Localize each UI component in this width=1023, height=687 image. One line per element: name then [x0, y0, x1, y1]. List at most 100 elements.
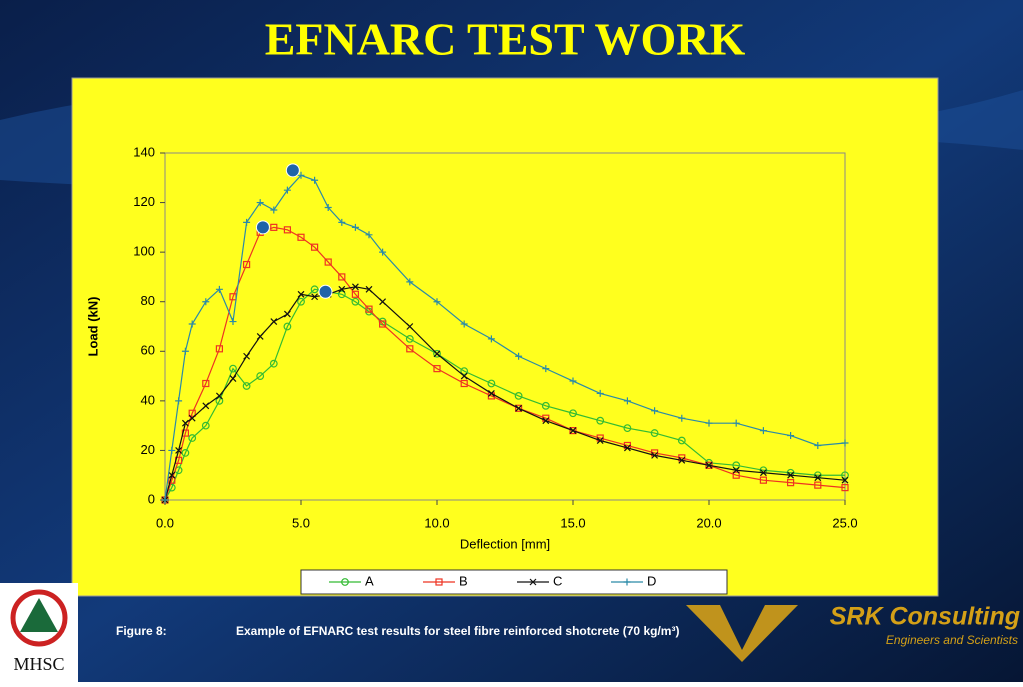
point	[338, 218, 346, 226]
x-axis-label: Deflection [mm]	[460, 536, 550, 551]
point	[732, 419, 740, 427]
y-axis-label: Load (kN)	[85, 297, 100, 357]
point	[406, 323, 414, 330]
point	[188, 320, 196, 328]
peak-marker	[285, 163, 300, 178]
point	[311, 176, 319, 184]
point	[229, 318, 237, 326]
point	[337, 290, 346, 299]
point	[435, 578, 443, 586]
point	[405, 334, 414, 343]
y-tick-label: 80	[141, 293, 155, 308]
peak-marker	[318, 284, 333, 299]
point	[297, 297, 305, 306]
point	[569, 427, 577, 435]
slide-title: EFNARC TEST WORK	[265, 14, 746, 65]
point	[487, 389, 495, 397]
point	[283, 310, 291, 318]
point	[338, 285, 346, 293]
logo-left-text: MHSC	[13, 654, 64, 674]
x-tick-label: 10.0	[424, 515, 449, 530]
point	[541, 401, 550, 410]
y-tick-label: 60	[141, 343, 155, 358]
point	[270, 223, 278, 231]
point	[814, 481, 822, 489]
point	[814, 441, 822, 449]
point	[529, 578, 537, 586]
point	[202, 298, 210, 306]
point	[841, 476, 849, 484]
point	[651, 407, 659, 415]
y-tick-label: 40	[141, 392, 155, 407]
point	[379, 248, 387, 256]
point	[168, 471, 176, 479]
point	[256, 199, 264, 207]
point	[283, 226, 291, 234]
point	[433, 365, 441, 373]
point	[732, 466, 740, 474]
point	[379, 298, 387, 306]
point	[270, 206, 278, 214]
point	[596, 437, 604, 444]
point	[229, 375, 237, 382]
point	[406, 345, 414, 353]
point	[168, 446, 176, 454]
y-tick-label: 0	[148, 491, 155, 506]
y-tick-label: 140	[133, 144, 155, 159]
point	[175, 397, 183, 405]
y-tick-label: 100	[133, 244, 155, 259]
point	[365, 285, 373, 293]
caption-label: Figure 8:	[116, 624, 167, 638]
point	[181, 449, 190, 457]
point	[650, 429, 659, 437]
point	[175, 447, 183, 454]
point	[623, 424, 632, 433]
point	[269, 359, 278, 368]
point	[161, 496, 169, 504]
point	[569, 409, 577, 418]
point	[351, 290, 359, 298]
point	[569, 427, 577, 435]
caption-text: Example of EFNARC test results for steel…	[236, 624, 679, 638]
x-tick-label: 0.0	[156, 515, 174, 530]
point	[215, 392, 223, 400]
x-tick-label: 20.0	[696, 515, 721, 530]
point	[732, 461, 741, 470]
point	[596, 416, 605, 425]
point	[379, 320, 387, 328]
point	[341, 578, 349, 586]
y-tick-label: 20	[141, 442, 155, 457]
point	[201, 421, 210, 430]
point	[623, 578, 631, 586]
point	[460, 367, 469, 376]
point	[677, 436, 686, 445]
logo-right-name: SRK Consulting	[830, 603, 1020, 631]
point	[242, 382, 251, 390]
point	[351, 223, 359, 231]
point	[460, 372, 468, 380]
legend-label: A	[365, 573, 374, 588]
x-tick-label: 5.0	[292, 515, 310, 530]
point	[188, 434, 197, 442]
point	[365, 305, 373, 313]
point	[814, 474, 822, 482]
point	[569, 377, 577, 385]
point	[623, 444, 631, 452]
point	[787, 471, 795, 479]
point	[542, 417, 550, 425]
point	[256, 372, 265, 380]
point	[515, 352, 523, 360]
point	[215, 396, 224, 405]
point	[786, 479, 795, 487]
point	[297, 290, 305, 298]
point	[256, 332, 264, 340]
logo-left-mark	[20, 598, 58, 632]
logo-left-ring	[10, 589, 68, 647]
point	[181, 419, 189, 427]
series-line	[164, 226, 846, 501]
logo-right-tagline: Engineers and Scientists	[886, 633, 1018, 647]
x-tick-label: 25.0	[832, 515, 857, 530]
point	[460, 379, 468, 388]
point	[324, 204, 332, 212]
